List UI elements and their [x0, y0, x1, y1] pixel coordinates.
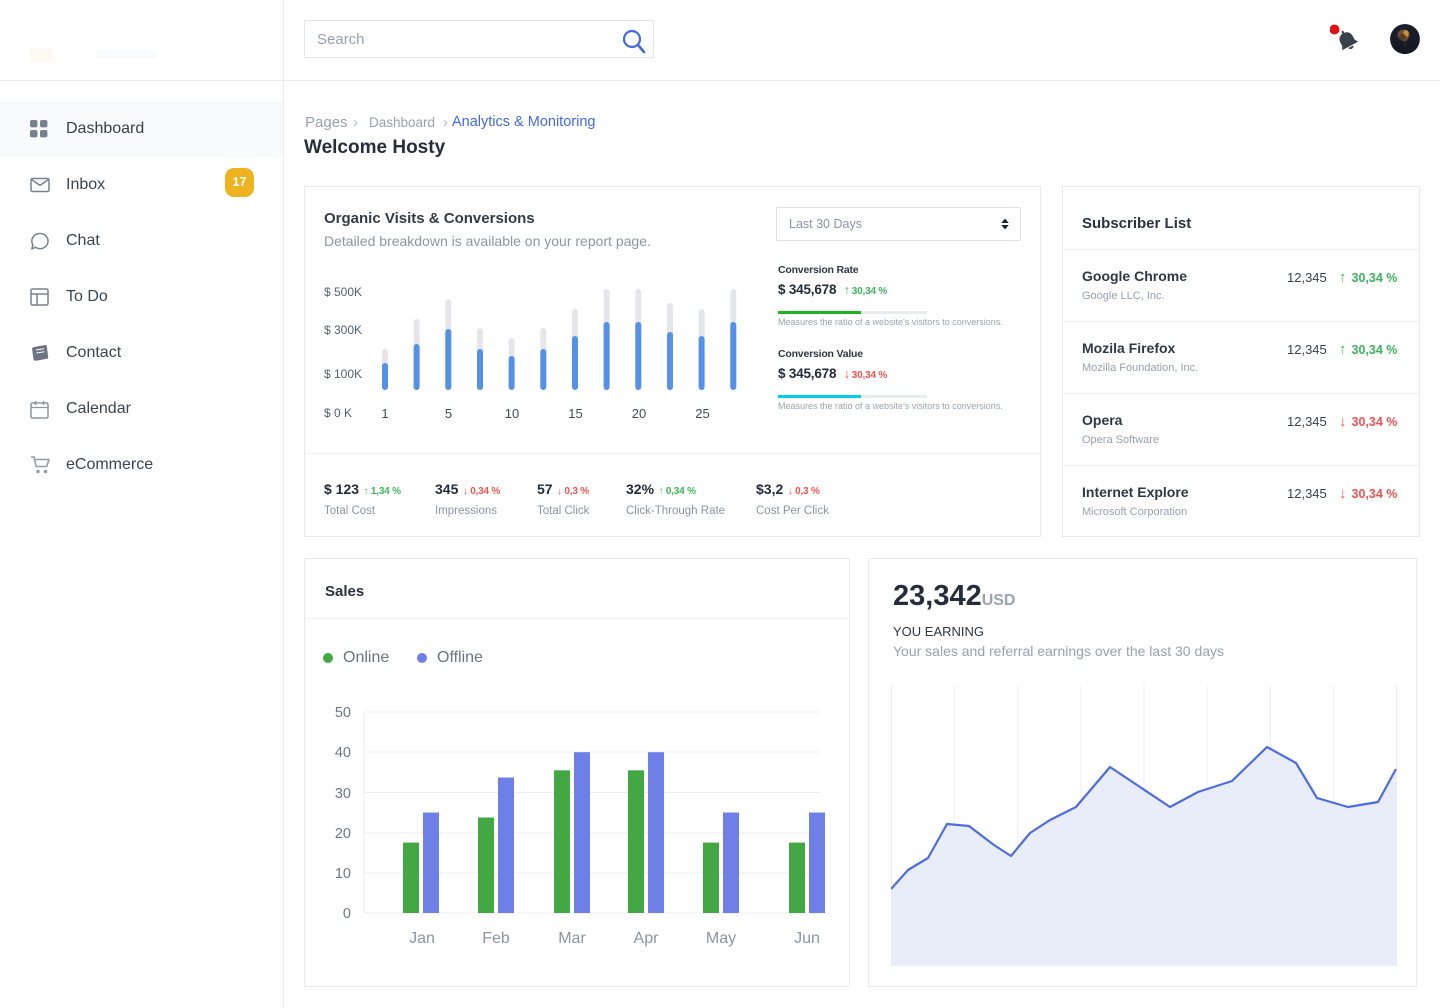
svg-text:May: May: [706, 930, 736, 947]
svg-text:0: 0: [343, 906, 351, 922]
svg-text:Jan: Jan: [409, 930, 435, 947]
svg-text:Jun: Jun: [794, 930, 820, 947]
svg-text:20: 20: [335, 826, 351, 842]
svg-text:$ 300K: $ 300K: [324, 323, 362, 337]
svg-text:1: 1: [381, 406, 388, 421]
svg-text:5: 5: [445, 406, 452, 421]
svg-text:25: 25: [695, 406, 709, 421]
svg-text:$ 500K: $ 500K: [324, 285, 362, 299]
svg-text:Apr: Apr: [634, 930, 660, 947]
svg-text:Feb: Feb: [482, 930, 510, 947]
svg-text:20: 20: [632, 406, 646, 421]
svg-text:40: 40: [335, 745, 351, 761]
svg-text:30: 30: [335, 786, 351, 802]
svg-text:50: 50: [335, 705, 351, 721]
svg-text:Mar: Mar: [558, 930, 586, 947]
svg-text:15: 15: [568, 406, 582, 421]
svg-text:10: 10: [505, 406, 519, 421]
svg-text:$ 100K: $ 100K: [324, 367, 362, 381]
svg-text:$ 0 K: $ 0 K: [324, 406, 352, 420]
svg-text:10: 10: [335, 866, 351, 882]
